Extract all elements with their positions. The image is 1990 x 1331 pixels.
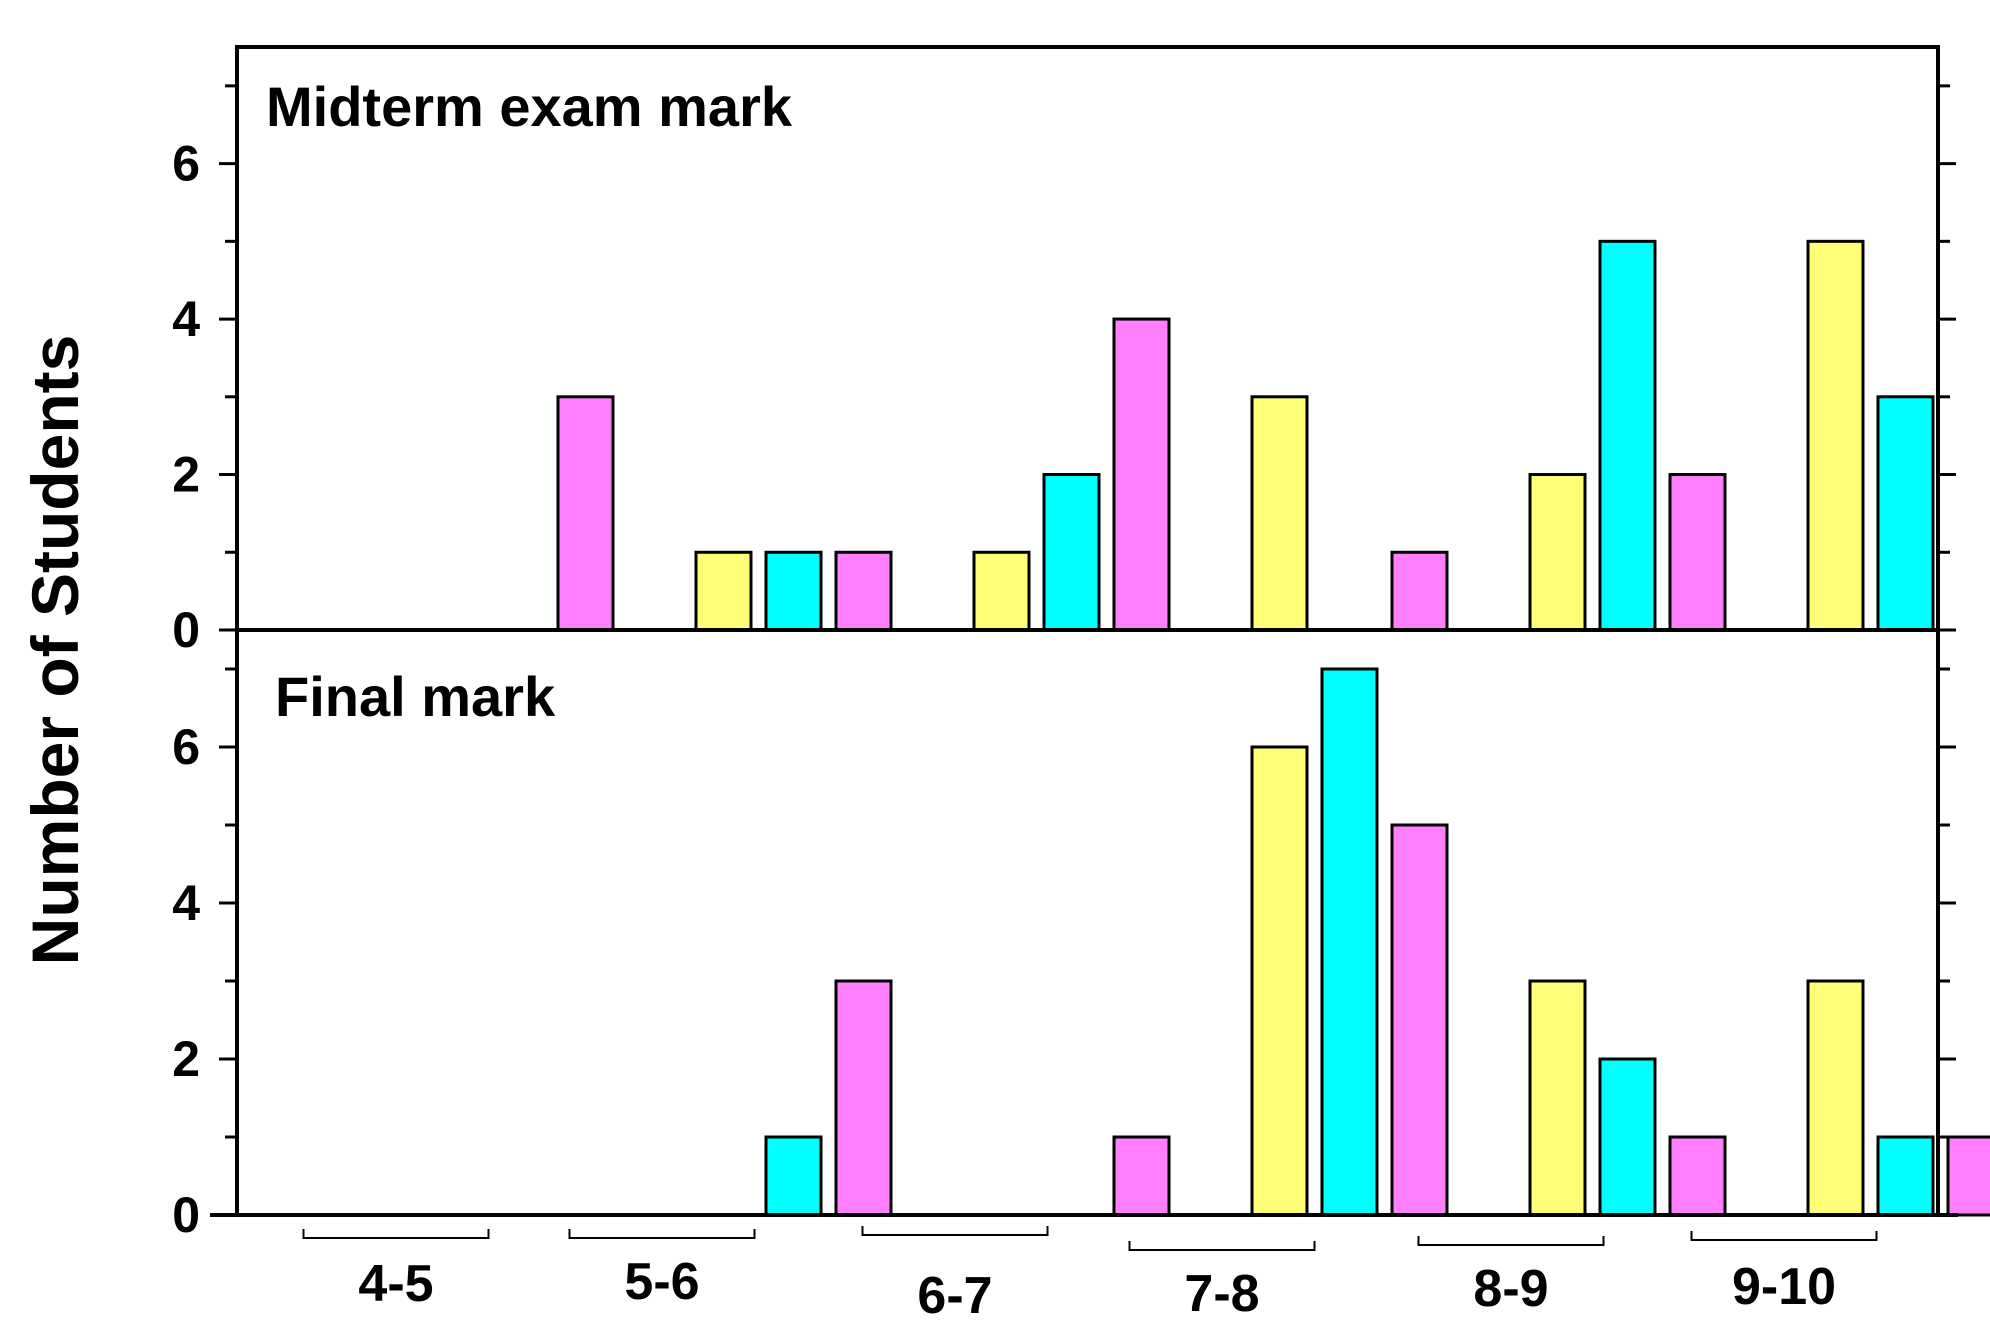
bar-p2-s1-8-9: [1528, 979, 1587, 1217]
y-tick-label-p1: 6: [172, 136, 200, 192]
bar-p2-s2-9-10: [1876, 1135, 1935, 1217]
y-tick-label-p2: 0: [172, 1187, 200, 1243]
y-tick-label-p1: 0: [172, 602, 200, 658]
bar-p1-s2-6-7: [1042, 473, 1101, 632]
bar-p1-s3-4-5: [556, 395, 615, 632]
panel-title-p1: Midterm exam mark: [266, 75, 793, 138]
bar-p1-s2-8-9: [1598, 239, 1657, 632]
category-bracket-8-9: [1417, 1236, 1605, 1246]
bar-p2-s2-7-8: [1320, 667, 1379, 1217]
bar-p1-s1-5-6: [694, 550, 753, 632]
bar-p1-s3-5-6: [834, 550, 893, 632]
bar-p2-s2-8-9: [1598, 1057, 1657, 1217]
bars-layer: [556, 239, 1990, 1217]
bar-p1-s1-7-8: [1250, 395, 1309, 632]
category-bracket-5-6: [568, 1229, 756, 1239]
y-tick-label-p2: 2: [172, 1031, 200, 1087]
bar-p2-s2-5-6: [764, 1135, 823, 1217]
category-bracket-7-8: [1128, 1241, 1316, 1251]
y-tick-label-p2: 6: [172, 719, 200, 775]
bar-p2-s3-6-7: [1112, 1135, 1171, 1217]
bar-p1-s1-6-7: [972, 550, 1031, 632]
bar-p2-s3-5-6: [834, 979, 893, 1217]
bar-p2-s1-7-8: [1250, 745, 1309, 1217]
category-bracket-6-7: [861, 1226, 1049, 1236]
text-layer: Number of Students 0 2 4 6 Midterm exam mark…: [18, 75, 1836, 1325]
y-tick-label-p2: 4: [172, 875, 200, 931]
category-bracket-4-5: [302, 1229, 490, 1239]
bar-p1-s3-7-8: [1390, 550, 1449, 632]
category-label-8-9: 8-9: [1473, 1260, 1548, 1318]
bar-p2-s3-9-10: [1946, 1135, 1990, 1217]
bar-p1-s2-5-6: [764, 550, 823, 632]
category-label-9-10: 9-10: [1732, 1258, 1836, 1316]
category-label-7-8: 7-8: [1184, 1265, 1259, 1323]
category-label-6-7: 6-7: [917, 1267, 992, 1325]
bar-p1-s2-9-10: [1876, 395, 1935, 632]
bar-p1-s3-8-9: [1668, 473, 1727, 632]
bar-p1-s1-9-10: [1806, 239, 1865, 632]
category-bracket-9-10: [1690, 1231, 1878, 1241]
y-tick-label-p1: 4: [172, 291, 200, 347]
panel-title-p2: Final mark: [275, 665, 556, 728]
bar-p2-s3-8-9: [1668, 1135, 1727, 1217]
category-label-4-5: 4-5: [358, 1255, 433, 1313]
bar-p1-s3-6-7: [1112, 317, 1171, 632]
bar-p1-s1-8-9: [1528, 473, 1587, 632]
y-tick-label-p1: 2: [172, 447, 200, 503]
axes-layer: [210, 45, 1958, 1251]
category-label-5-6: 5-6: [624, 1253, 699, 1311]
bar-p2-s3-7-8: [1390, 823, 1449, 1217]
bar-p2-s1-9-10: [1806, 979, 1865, 1217]
y-axis-title: Number of Students: [18, 335, 92, 966]
